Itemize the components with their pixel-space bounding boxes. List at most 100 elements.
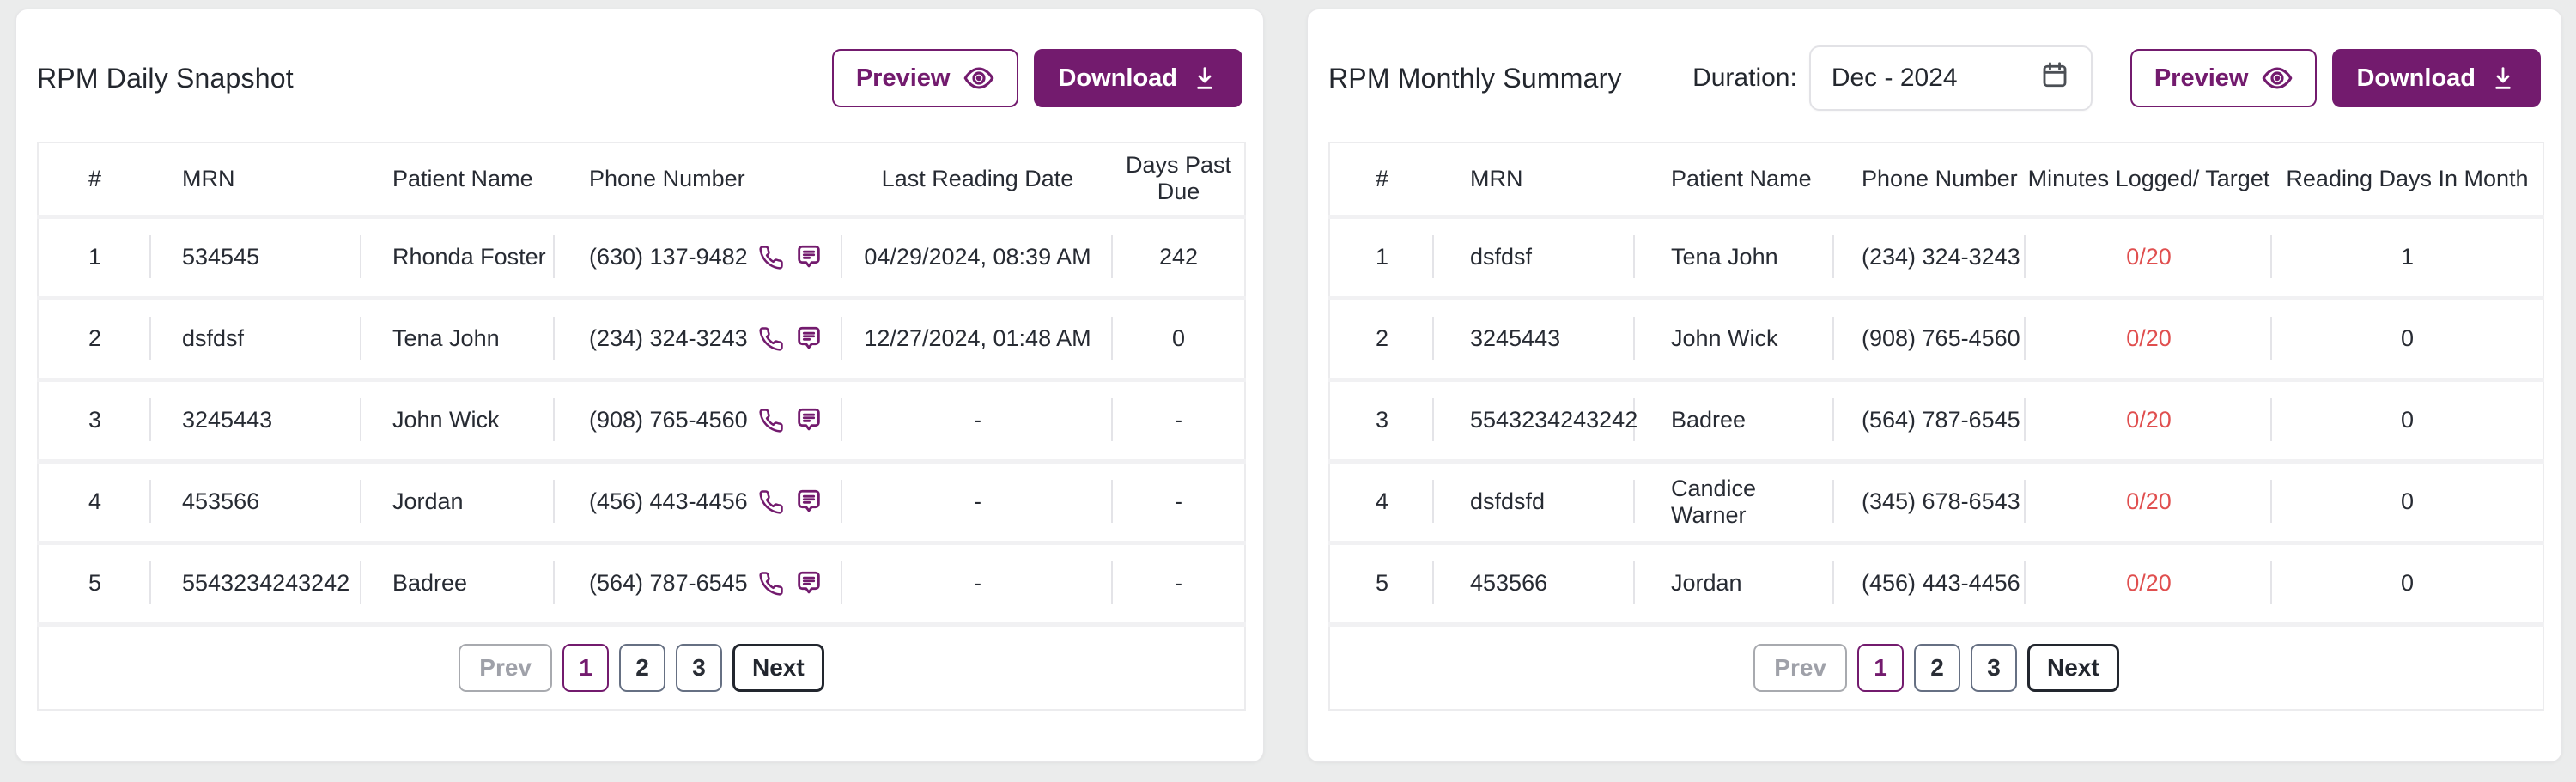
cell-phone: (908) 765-4560 [555,377,842,461]
daily-next-button[interactable]: Next [732,643,824,692]
daily-download-label: Download [1058,64,1177,92]
phone-icon[interactable] [758,571,784,597]
cell-patient-name: John Wick [361,377,555,461]
phone-icon[interactable] [758,489,784,515]
monthly-page-3-button[interactable]: 3 [1971,643,2017,692]
daily-page-1-button[interactable]: 1 [562,643,609,692]
monthly-preview-label: Preview [2154,64,2249,92]
download-icon [1191,64,1218,92]
monthly-page-2-button[interactable]: 2 [1914,643,1960,692]
phone-icon[interactable] [758,245,784,270]
rpm-daily-snapshot-card: RPM Daily Snapshot Preview Download [15,9,1264,762]
cell-num: 3 [1329,377,1434,461]
cell-mrn: dsfdsf [1434,214,1635,298]
phone-icon[interactable] [758,408,784,433]
cell-mrn: 453566 [1434,540,1635,624]
eye-icon [963,63,994,94]
cell-phone: (345) 678-6543 [1834,458,2026,543]
calendar-icon [2039,59,2070,97]
message-icon[interactable] [794,324,823,354]
monthly-next-button[interactable]: Next [2027,643,2119,692]
monthly-table: # MRN Patient Name Phone Number Minutes … [1328,142,2544,711]
cell-patient-name: Tena John [361,295,555,379]
cell-num: 1 [1329,214,1434,298]
daily-col-last-reading: Last Reading Date [881,165,1074,191]
monthly-col-patient-name: Patient Name [1671,165,1812,191]
monthly-footer-row: Prev 1 2 3 Next [1329,621,2543,710]
monthly-pagination: Prev 1 2 3 Next [1330,643,2543,692]
cell-patient-name: Candice Warner [1635,458,1834,543]
monthly-col-reading-days: Reading Days In Month [2286,165,2529,191]
monthly-col-minutes: Minutes Logged/ Target [2027,165,2270,191]
table-row: 4 453566 Jordan (456) 443-4456 - [38,458,1245,543]
monthly-page-1-button[interactable]: 1 [1857,643,1904,692]
message-icon[interactable] [794,243,823,272]
daily-preview-button[interactable]: Preview [831,49,1019,107]
daily-header-row: # MRN Patient Name Phone Number Last Rea… [38,142,1245,216]
cell-mrn: 3245443 [151,377,361,461]
rpm-monthly-summary-card: RPM Monthly Summary Duration: Dec - 2024… [1307,9,2562,762]
monthly-download-button[interactable]: Download [2332,49,2541,107]
cell-phone: (234) 324-3243 [1834,214,2026,298]
cell-phone: (456) 443-4456 [1834,540,2026,624]
monthly-preview-button[interactable]: Preview [2129,49,2318,107]
cell-reading-days: 0 [2272,295,2543,379]
daily-col-mrn: MRN [182,165,235,191]
cell-minutes-logged: 0/20 [2026,214,2272,298]
daily-download-button[interactable]: Download [1034,49,1242,107]
phone-icon[interactable] [758,326,784,352]
cell-phone: (456) 443-4456 [555,458,842,543]
duration-picker[interactable]: Dec - 2024 [1808,45,2093,111]
daily-page-2-button[interactable]: 2 [619,643,665,692]
cell-last-reading: - [842,377,1113,461]
cell-patient-name: Badree [361,540,555,624]
cell-phone: (564) 787-6545 [1834,377,2026,461]
cell-reading-days: 0 [2272,540,2543,624]
cell-reading-days: 0 [2272,377,2543,461]
daily-prev-button[interactable]: Prev [459,643,552,692]
monthly-header-row: # MRN Patient Name Phone Number Minutes … [1329,142,2543,216]
daily-pagination: Prev 1 2 3 Next [39,643,1244,692]
cell-num: 2 [1329,295,1434,379]
daily-col-days-past-due: Days Past Due [1125,152,1232,205]
cell-mrn: 534545 [151,214,361,298]
cell-reading-days: 0 [2272,458,2543,543]
phone-number-text: (456) 443-4456 [589,488,748,514]
cell-patient-name: Tena John [1635,214,1834,298]
monthly-download-label: Download [2356,64,2476,92]
cell-days-past-due: - [1113,540,1245,624]
cell-last-reading: 04/29/2024, 08:39 AM [842,214,1113,298]
download-icon [2489,64,2517,92]
daily-table-wrap: # MRN Patient Name Phone Number Last Rea… [37,142,1246,711]
monthly-prev-button[interactable]: Prev [1753,643,1847,692]
monthly-col-mrn: MRN [1470,165,1523,191]
phone-number-text: (908) 765-4560 [589,407,748,433]
daily-preview-label: Preview [855,64,951,92]
monthly-card-header: RPM Monthly Summary Duration: Dec - 2024… [1328,44,2541,112]
daily-table: # MRN Patient Name Phone Number Last Rea… [37,142,1246,711]
cell-num: 2 [38,295,151,379]
duration-group: Duration: Dec - 2024 [1692,45,2093,111]
daily-page-3-button[interactable]: 3 [676,643,722,692]
cell-mrn: dsfdsfd [1434,458,1635,543]
eye-icon [2262,63,2293,94]
cell-last-reading: - [842,540,1113,624]
duration-label: Duration: [1692,64,1797,92]
table-row: 2 3245443 John Wick (908) 765-4560 0/20 … [1329,295,2543,379]
monthly-col-num: # [1375,165,1389,191]
cell-mrn: 5543234243242 [151,540,361,624]
cell-minutes-logged: 0/20 [2026,377,2272,461]
cell-days-past-due: 0 [1113,295,1245,379]
cell-last-reading: - [842,458,1113,543]
cell-phone: (234) 324-3243 [555,295,842,379]
cell-minutes-logged: 0/20 [2026,458,2272,543]
message-icon[interactable] [794,488,823,517]
table-row: 1 534545 Rhonda Foster (630) 137-9482 [38,214,1245,298]
message-icon[interactable] [794,569,823,598]
daily-col-phone: Phone Number [589,165,745,191]
message-icon[interactable] [794,406,823,435]
table-row: 1 dsfdsf Tena John (234) 324-3243 0/20 1 [1329,214,2543,298]
cell-num: 4 [38,458,151,543]
cell-days-past-due: - [1113,377,1245,461]
cell-reading-days: 1 [2272,214,2543,298]
